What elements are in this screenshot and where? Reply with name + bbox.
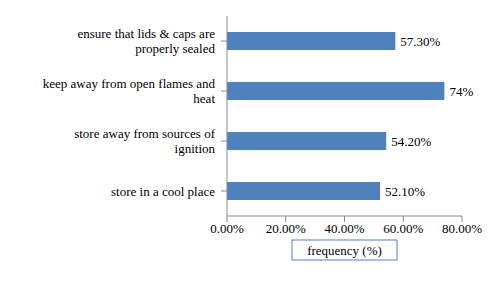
svg-text:57.30%: 57.30%	[400, 34, 440, 49]
svg-text:0.00%: 0.00%	[210, 221, 244, 236]
svg-text:54.20%: 54.20%	[391, 134, 431, 149]
svg-text:52.10%: 52.10%	[385, 184, 425, 199]
svg-text:80.00%: 80.00%	[442, 221, 482, 236]
svg-text:74%: 74%	[449, 84, 473, 99]
svg-text:20.00%: 20.00%	[266, 221, 306, 236]
svg-text:60.00%: 60.00%	[383, 221, 423, 236]
svg-text:frequency (%): frequency (%)	[307, 243, 382, 258]
svg-text:ensure that lids & caps arepro: ensure that lids & caps areproperly seal…	[77, 26, 215, 56]
svg-text:store away from sources ofigni: store away from sources ofignition	[74, 126, 215, 156]
svg-text:keep away from open flames and: keep away from open flames andheat	[43, 76, 216, 106]
svg-text:store in a cool place: store in a cool place	[111, 184, 215, 199]
svg-text:40.00%: 40.00%	[324, 221, 364, 236]
